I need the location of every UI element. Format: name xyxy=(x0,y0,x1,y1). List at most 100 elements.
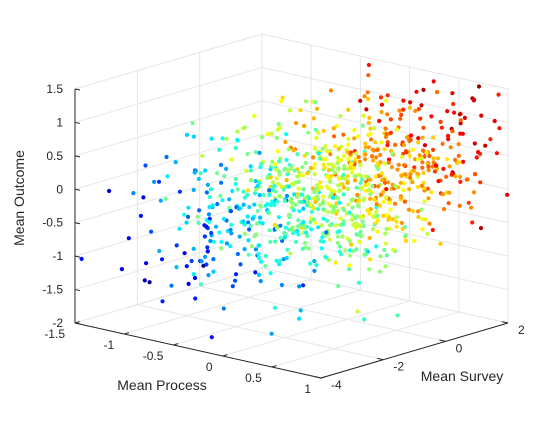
scatter-point xyxy=(272,222,277,227)
y-tick-label: -4 xyxy=(331,378,342,392)
scatter-point xyxy=(269,331,274,336)
scatter-point xyxy=(198,171,203,176)
scatter-point xyxy=(330,195,336,200)
scatter-point xyxy=(394,215,399,220)
scatter-point xyxy=(466,200,471,205)
scatter-point xyxy=(292,168,297,173)
scatter-point xyxy=(350,197,355,202)
floor-grid-line xyxy=(124,278,312,335)
scatter-point xyxy=(277,262,282,267)
scatter-point xyxy=(249,244,254,249)
scatter-point xyxy=(390,217,395,222)
back-wall-grid-line xyxy=(261,33,509,90)
scatter-point xyxy=(248,178,253,183)
scatter-point xyxy=(366,145,371,150)
scatter-point xyxy=(445,133,451,138)
scatter-point xyxy=(337,200,342,205)
scatter-point xyxy=(252,114,257,119)
scatter-point xyxy=(398,180,403,185)
scatter-point xyxy=(79,256,84,261)
scatter-point xyxy=(278,223,283,228)
scatter-point xyxy=(383,126,388,131)
scatter-point xyxy=(361,113,366,118)
scatter-point xyxy=(163,196,168,201)
scatter-point xyxy=(335,240,340,245)
scatter-point xyxy=(366,120,371,125)
scatter-point xyxy=(219,246,224,251)
scatter-point xyxy=(284,178,289,183)
scatter-point xyxy=(358,180,363,186)
scatter-point xyxy=(276,121,281,126)
y-tick-label: -2 xyxy=(393,360,404,374)
scatter-point xyxy=(268,271,273,276)
scatter-point xyxy=(311,166,316,171)
scatter-point xyxy=(233,181,238,187)
scatter-point xyxy=(253,150,258,155)
scatter-point xyxy=(131,191,136,196)
scatter-point xyxy=(407,175,413,180)
scatter-point xyxy=(372,126,377,131)
scatter-point xyxy=(354,232,359,237)
scatter-point xyxy=(312,146,317,151)
scatter-point xyxy=(189,258,194,264)
scatter-point xyxy=(436,179,441,184)
scatter-point xyxy=(184,132,190,137)
scatter-point xyxy=(308,165,313,171)
scatter-point xyxy=(165,174,170,179)
scatter-point xyxy=(372,197,377,202)
scatter-point xyxy=(379,102,385,107)
scatter-point xyxy=(410,147,415,152)
scatter-point xyxy=(341,132,346,137)
scatter-point xyxy=(192,170,197,175)
scatter-point xyxy=(319,223,324,228)
z-tick-mark xyxy=(74,155,81,158)
scatter-point xyxy=(293,239,299,245)
scatter-point xyxy=(451,101,456,107)
scatter-point xyxy=(291,148,296,153)
scatter-point xyxy=(317,202,322,207)
scatter-point xyxy=(297,284,302,289)
scatter-point xyxy=(444,174,449,179)
scatter-point xyxy=(214,224,219,229)
scatter-point xyxy=(335,234,340,239)
scatter-point xyxy=(287,108,292,113)
scatter-point xyxy=(383,264,388,269)
scatter-point xyxy=(233,272,239,277)
scatter-point xyxy=(311,217,316,222)
scatter-point xyxy=(409,133,414,138)
scatter-point xyxy=(355,192,360,197)
scatter-point xyxy=(374,155,379,160)
data-points xyxy=(79,62,510,340)
scatter-point xyxy=(479,113,484,118)
scatter-point xyxy=(233,278,238,283)
scatter-point xyxy=(383,134,388,140)
axis-lines xyxy=(74,88,509,379)
scatter-point xyxy=(288,251,293,256)
scatter-point xyxy=(143,163,148,168)
scatter-point xyxy=(235,137,240,142)
scatter-point xyxy=(342,164,347,169)
scatter-point xyxy=(285,172,290,177)
scatter-point xyxy=(174,265,179,270)
z-tick-label: 0.5 xyxy=(46,149,63,163)
x-tick-mark xyxy=(124,332,130,335)
scatter-point xyxy=(205,249,210,254)
scatter-point xyxy=(426,196,431,201)
scatter-point xyxy=(313,127,318,132)
scatter-point xyxy=(446,137,451,142)
scatter-point xyxy=(337,244,342,249)
scatter-point xyxy=(268,175,273,180)
scatter-point xyxy=(359,234,364,239)
scatter-point xyxy=(415,184,420,190)
scatter-point xyxy=(353,178,358,183)
scatter-point xyxy=(277,194,282,199)
scatter-point xyxy=(365,208,370,213)
scatter-point xyxy=(327,237,332,242)
scatter-point xyxy=(336,166,341,171)
scatter-point xyxy=(387,216,392,221)
scatter-point xyxy=(303,99,308,104)
scatter-point xyxy=(385,112,390,117)
scatter-point xyxy=(505,192,510,197)
scatter-point xyxy=(255,183,260,188)
scatter-point xyxy=(308,261,313,266)
